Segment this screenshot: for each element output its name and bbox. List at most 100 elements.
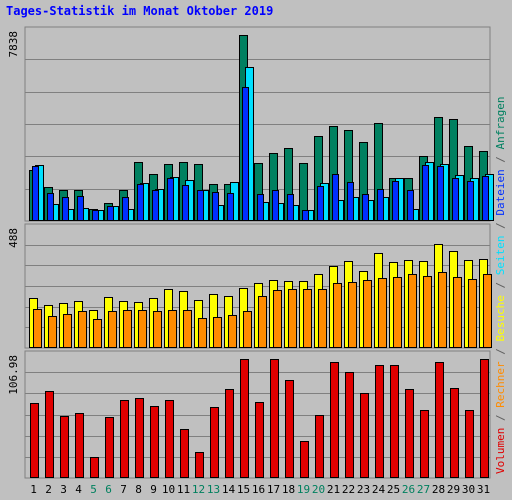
bar-visits-rechner-4 <box>78 311 87 348</box>
x-tick-label-11: 11 <box>177 483 190 496</box>
bar-visits-rechner-7 <box>123 310 132 348</box>
right-series-label: Volumen / Rechner / Besuche / Seiten / D… <box>494 96 507 474</box>
bar-volume-volumen-26 <box>405 389 414 478</box>
bar-requests-dateien-9 <box>152 190 159 221</box>
bar-requests-dateien-30 <box>467 181 474 221</box>
bar-requests-dateien-19 <box>302 210 309 221</box>
x-tick-label-13: 13 <box>207 483 220 496</box>
right-label-segment-1: / <box>494 408 507 428</box>
bar-volume-volumen-1 <box>30 403 39 478</box>
bar-requests-dateien-3 <box>62 197 69 221</box>
bar-requests-dateien-26 <box>407 190 414 221</box>
bar-visits-rechner-23 <box>363 280 372 348</box>
bar-volume-volumen-5 <box>90 457 99 478</box>
bar-volume-volumen-13 <box>210 407 219 478</box>
bar-visits-rechner-12 <box>198 318 207 348</box>
x-tick-label-21: 21 <box>327 483 340 496</box>
bar-requests-dateien-1 <box>32 166 39 221</box>
chart-title: Tages-Statistik im Monat Oktober 2019 <box>6 4 274 18</box>
bar-visits-rechner-11 <box>183 310 192 348</box>
x-tick-label-8: 8 <box>135 483 142 496</box>
bar-volume-volumen-8 <box>135 398 144 478</box>
bar-requests-dateien-23 <box>362 194 369 221</box>
bar-requests-dateien-28 <box>437 166 444 221</box>
bar-volume-volumen-19 <box>300 441 309 478</box>
y-max-label-requests: 7838 <box>7 31 20 58</box>
bar-visits-rechner-26 <box>408 274 417 348</box>
right-label-segment-6: Seiten <box>494 236 507 276</box>
x-tick-label-6: 6 <box>105 483 112 496</box>
bar-visits-rechner-3 <box>63 314 72 348</box>
x-tick-label-14: 14 <box>222 483 236 496</box>
bar-requests-dateien-15 <box>242 87 249 221</box>
bar-visits-rechner-19 <box>303 289 312 348</box>
bar-visits-rechner-2 <box>48 316 57 348</box>
x-tick-label-10: 10 <box>162 483 175 496</box>
x-tick-label-25: 25 <box>387 483 400 496</box>
bar-visits-rechner-14 <box>228 315 237 348</box>
bar-volume-volumen-14 <box>225 389 234 478</box>
x-tick-label-1: 1 <box>30 483 37 496</box>
bar-requests-dateien-25 <box>392 181 399 221</box>
bar-volume-volumen-24 <box>375 365 384 478</box>
right-label-segment-4: Besuche <box>494 295 507 341</box>
bar-requests-dateien-14 <box>227 193 234 221</box>
bar-volume-volumen-15 <box>240 359 249 478</box>
bar-volume-volumen-20 <box>315 415 324 478</box>
bar-visits-rechner-31 <box>483 274 492 348</box>
bar-visits-rechner-21 <box>333 283 342 348</box>
right-label-segment-7: / <box>494 216 507 236</box>
bar-requests-dateien-31 <box>482 176 489 221</box>
bar-requests-dateien-10 <box>167 178 174 221</box>
bar-requests-dateien-5 <box>92 210 99 221</box>
bar-visits-rechner-18 <box>288 289 297 348</box>
bar-volume-volumen-10 <box>165 400 174 478</box>
bar-requests-dateien-18 <box>287 194 294 221</box>
bar-visits-rechner-29 <box>453 277 462 348</box>
bar-volume-volumen-30 <box>465 410 474 478</box>
bar-requests-dateien-4 <box>77 196 84 221</box>
bar-visits-rechner-28 <box>438 272 447 348</box>
bar-volume-volumen-11 <box>180 429 189 478</box>
bar-volume-volumen-16 <box>255 402 264 478</box>
x-tick-label-23: 23 <box>357 483 370 496</box>
x-tick-label-16: 16 <box>252 483 265 496</box>
bar-volume-volumen-31 <box>480 359 489 478</box>
x-tick-label-5: 5 <box>90 483 97 496</box>
x-tick-label-7: 7 <box>120 483 127 496</box>
bar-visits-rechner-25 <box>393 277 402 348</box>
bar-requests-dateien-6 <box>107 206 114 221</box>
bar-volume-volumen-27 <box>420 410 429 478</box>
bar-requests-dateien-2 <box>47 193 54 221</box>
bar-visits-rechner-22 <box>348 282 357 348</box>
x-tick-label-28: 28 <box>432 483 445 496</box>
x-tick-label-20: 20 <box>312 483 325 496</box>
bar-requests-dateien-24 <box>377 189 384 221</box>
right-label-segment-3: / <box>494 342 507 362</box>
bar-volume-volumen-17 <box>270 359 279 478</box>
bar-visits-rechner-15 <box>243 311 252 348</box>
x-tick-label-19: 19 <box>297 483 310 496</box>
bar-volume-volumen-2 <box>45 391 54 478</box>
bar-volume-volumen-9 <box>150 406 159 478</box>
bar-requests-dateien-17 <box>272 190 279 221</box>
bar-volume-volumen-7 <box>120 400 129 478</box>
bar-visits-rechner-16 <box>258 296 267 348</box>
bar-volume-volumen-28 <box>435 362 444 478</box>
bar-volume-volumen-3 <box>60 416 69 478</box>
bar-visits-rechner-27 <box>423 276 432 348</box>
bar-visits-rechner-6 <box>108 311 117 348</box>
bar-requests-dateien-16 <box>257 194 264 221</box>
right-label-segment-0: Volumen <box>494 428 507 474</box>
y-max-label-volume: 106.98 <box>7 355 20 395</box>
x-tick-label-15: 15 <box>237 483 250 496</box>
x-tick-label-29: 29 <box>447 483 460 496</box>
bar-requests-dateien-20 <box>317 186 324 221</box>
bar-requests-dateien-22 <box>347 182 354 221</box>
bar-requests-dateien-8 <box>137 184 144 221</box>
right-label-segment-8: Dateien <box>494 169 507 215</box>
bar-visits-rechner-20 <box>318 289 327 348</box>
bar-visits-rechner-30 <box>468 279 477 348</box>
x-tick-label-17: 17 <box>267 483 280 496</box>
